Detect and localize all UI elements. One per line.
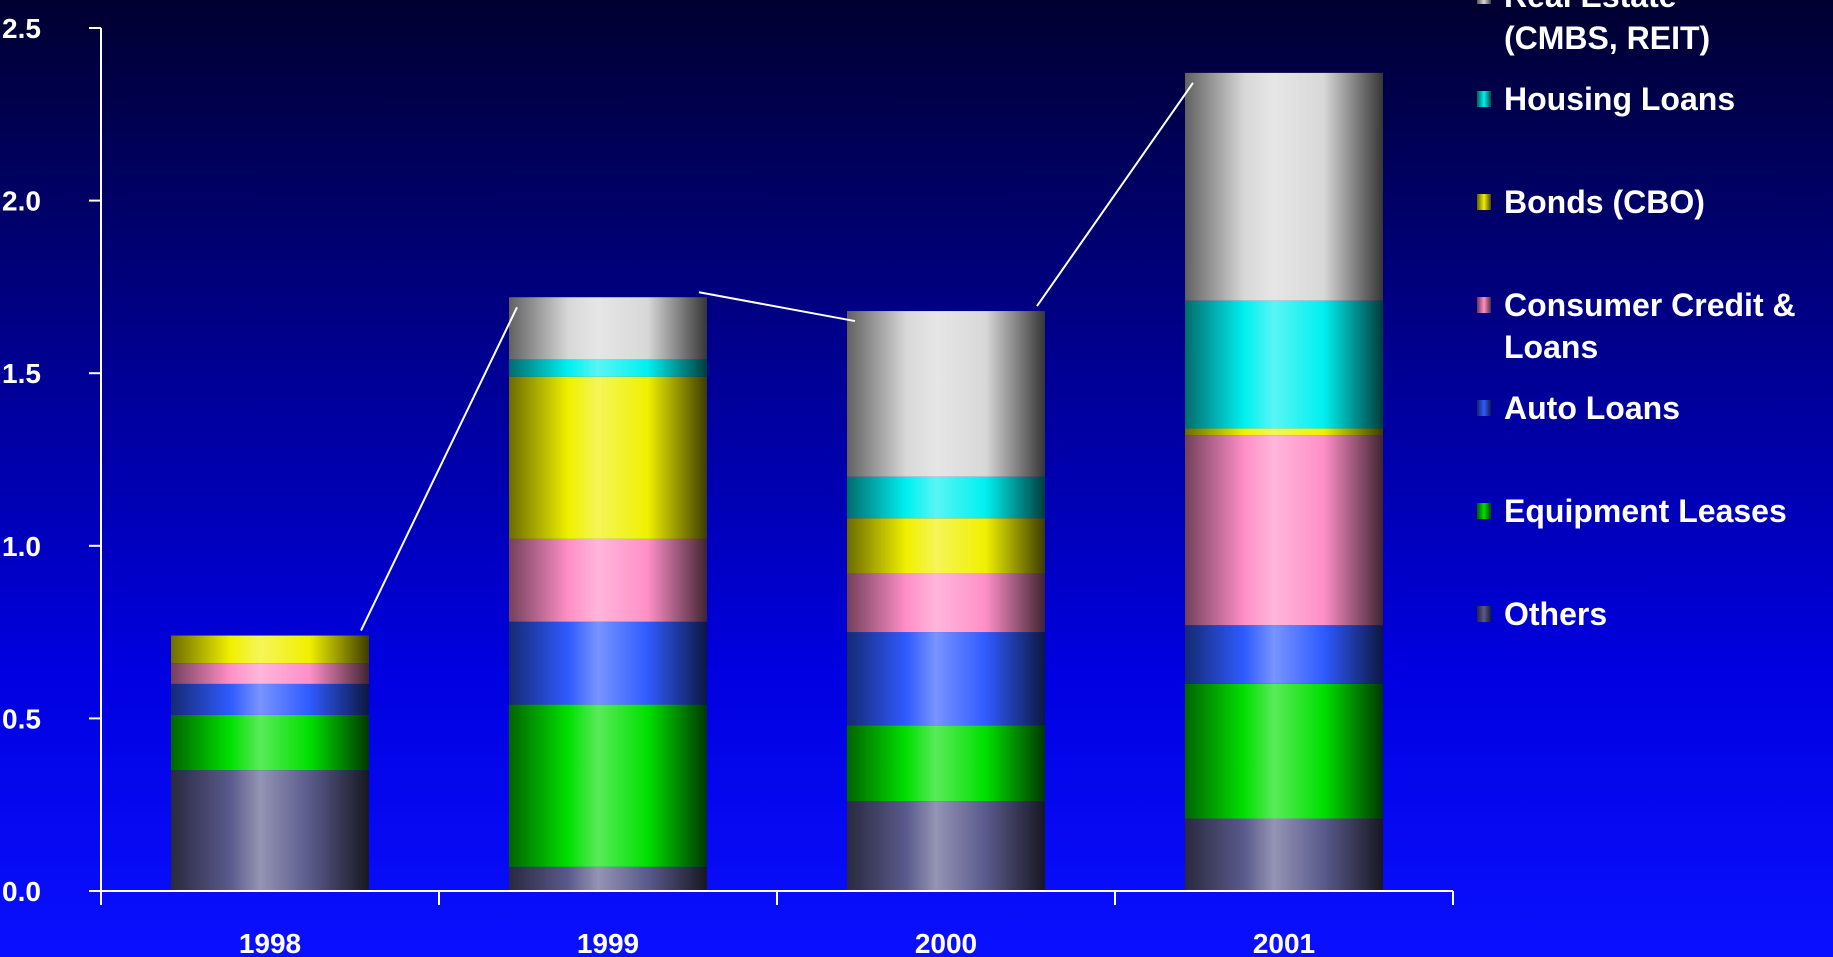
bar-segment xyxy=(1185,818,1383,891)
connector-line xyxy=(360,306,518,631)
legend-item: Equipment Leases xyxy=(1477,493,1787,529)
axes: 0.0 0.5 1.0 1.5 2.0 2.5 1998 1999 2000 2001 xyxy=(2,13,1454,957)
legend-item: Auto Loans xyxy=(1477,390,1680,426)
bar-segment xyxy=(847,725,1045,802)
legend-swatch xyxy=(1477,297,1491,313)
bar-stack-1998 xyxy=(171,635,369,891)
bar-segment xyxy=(847,518,1045,574)
bar-stack-2000 xyxy=(847,311,1045,891)
legend-swatch xyxy=(1477,194,1491,210)
x-tick-label: 2001 xyxy=(1253,928,1315,957)
legend-label: Housing Loans xyxy=(1504,81,1735,117)
bar-segment xyxy=(1185,428,1383,436)
legend-item: Consumer Credit & Loans xyxy=(1477,287,1796,365)
legend-swatch xyxy=(1477,503,1491,519)
bar-segment xyxy=(171,635,369,664)
legend-swatch xyxy=(1477,0,1491,4)
bar-segment xyxy=(847,632,1045,726)
legend-swatch xyxy=(1477,400,1491,416)
y-tick-label: 1.0 xyxy=(2,531,41,562)
legend-item: Housing Loans xyxy=(1477,81,1735,117)
bar-segment xyxy=(509,538,707,622)
legend-label: Loans xyxy=(1504,329,1598,365)
legend-label: Auto Loans xyxy=(1504,390,1680,426)
bar-segment xyxy=(171,663,369,684)
bars-layer xyxy=(171,72,1383,891)
x-tick-label: 1999 xyxy=(577,928,639,957)
legend-swatch xyxy=(1477,91,1491,107)
bar-segment xyxy=(171,770,369,891)
y-tick-label: 2.0 xyxy=(2,186,41,217)
legend-label: Bonds (CBO) xyxy=(1504,184,1705,220)
connector-line xyxy=(1036,82,1194,307)
connector-lines xyxy=(360,82,1194,631)
connector-line xyxy=(698,291,856,323)
x-tick-label: 1998 xyxy=(239,928,301,957)
legend-label: Others xyxy=(1504,596,1607,632)
legend-label: Real Estate xyxy=(1504,0,1677,14)
bar-segment xyxy=(171,683,369,715)
bar-segment xyxy=(509,376,707,539)
legend: Real Estate (CMBS, REIT) Housing Loans Bond… xyxy=(1477,0,1796,632)
bar-stack-2001 xyxy=(1185,72,1383,891)
bar-segment xyxy=(1185,435,1383,626)
bar-segment xyxy=(847,801,1045,891)
y-tick-label: 0.5 xyxy=(2,703,41,734)
legend-item: Others xyxy=(1477,596,1607,632)
legend-label: Equipment Leases xyxy=(1504,493,1787,529)
bar-segment xyxy=(509,297,707,360)
bar-segment xyxy=(847,311,1045,477)
bar-segment xyxy=(509,359,707,377)
legend-label: (CMBS, REIT) xyxy=(1504,20,1710,56)
bar-stack-1999 xyxy=(509,297,707,891)
x-tick-label: 2000 xyxy=(915,928,977,957)
bar-segment xyxy=(1185,72,1383,301)
legend-item: Bonds (CBO) xyxy=(1477,184,1705,220)
bar-segment xyxy=(171,714,369,771)
bar-segment xyxy=(847,476,1045,519)
y-tick-label: 0.0 xyxy=(2,876,41,907)
y-tick-label: 2.5 xyxy=(2,13,41,44)
bar-segment xyxy=(847,573,1045,633)
bar-segment xyxy=(1185,300,1383,429)
bar-segment xyxy=(509,704,707,867)
y-tick-label: 1.5 xyxy=(2,358,41,389)
bar-segment xyxy=(509,866,707,891)
legend-label: Consumer Credit & xyxy=(1504,287,1796,323)
legend-swatch xyxy=(1477,606,1491,622)
bar-segment xyxy=(1185,683,1383,819)
bar-segment xyxy=(1185,625,1383,684)
legend-item: Real Estate (CMBS, REIT) xyxy=(1477,0,1710,56)
bar-segment xyxy=(509,621,707,705)
